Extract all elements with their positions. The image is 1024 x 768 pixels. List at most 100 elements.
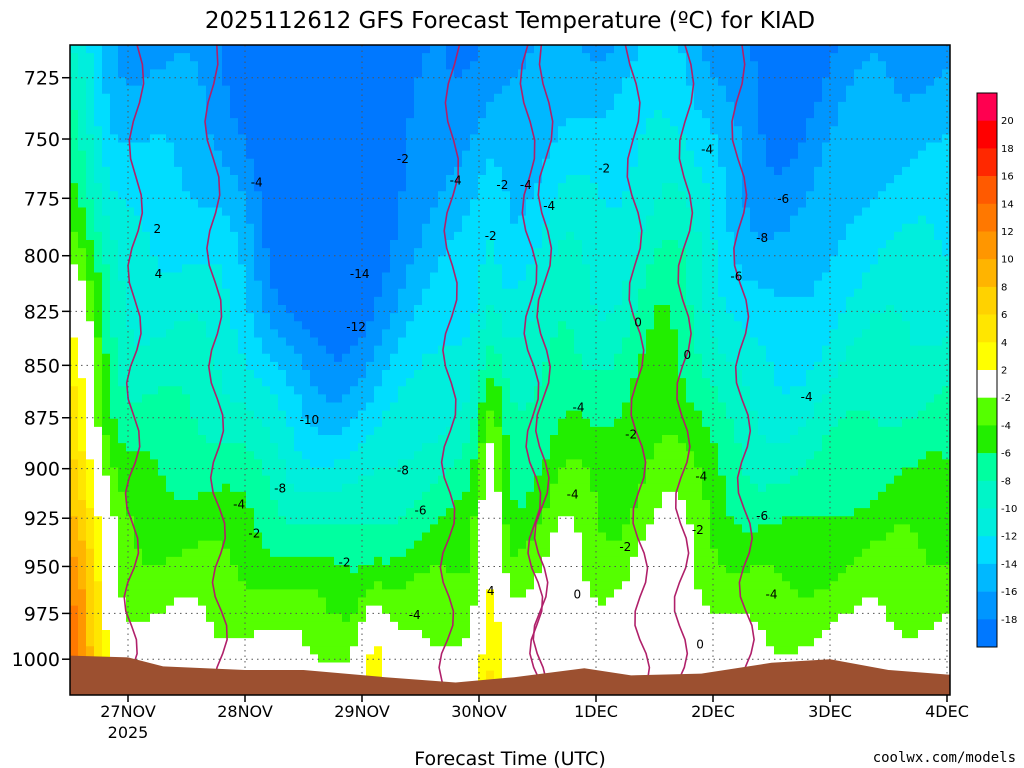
temperature-cell (246, 605, 255, 615)
temperature-cell (518, 475, 527, 485)
temperature-cell (534, 101, 543, 111)
temperature-cell (430, 126, 439, 135)
temperature-cell (302, 605, 311, 615)
temperature-cell (550, 118, 559, 127)
temperature-cell (222, 191, 231, 200)
temperature-cell (502, 61, 511, 70)
temperature-cell (502, 53, 511, 62)
temperature-cell (350, 110, 359, 119)
temperature-cell (190, 118, 199, 127)
temperature-cell (110, 394, 119, 404)
temperature-cell (102, 45, 111, 54)
temperature-cell (310, 540, 319, 550)
temperature-cell (94, 329, 103, 339)
temperature-cell (414, 264, 423, 274)
temperature-cell (238, 313, 247, 322)
temperature-cell (126, 321, 135, 330)
temperature-cell (230, 166, 239, 176)
temperature-cell (94, 467, 103, 477)
temperature-cell (486, 654, 495, 664)
temperature-cell (270, 361, 279, 371)
temperature-cell (86, 532, 95, 542)
temperature-cell (286, 215, 295, 225)
temperature-cell (446, 272, 455, 282)
temperature-cell (262, 101, 271, 111)
temperature-cell (302, 662, 311, 672)
temperature-cell (358, 329, 367, 339)
temperature-cell (398, 183, 407, 192)
temperature-cell (134, 85, 143, 95)
temperature-cell (134, 386, 143, 395)
temperature-cell (374, 93, 383, 103)
temperature-cell (126, 475, 135, 485)
temperature-cell (182, 126, 191, 135)
temperature-cell (166, 410, 175, 420)
temperature-cell (422, 459, 431, 469)
temperature-cell (118, 491, 127, 501)
temperature-cell (478, 183, 487, 192)
temperature-cell (318, 378, 327, 387)
temperature-cell (358, 296, 367, 306)
temperature-cell (406, 345, 415, 355)
temperature-cell (126, 199, 135, 209)
temperature-cell (278, 654, 287, 664)
temperature-cell (94, 118, 103, 127)
temperature-cell (86, 264, 95, 274)
temperature-cell (214, 207, 223, 217)
temperature-cell (102, 134, 111, 144)
temperature-cell (262, 296, 271, 306)
temperature-cell (286, 630, 295, 639)
temperature-cell (70, 540, 79, 550)
temperature-cell (350, 240, 359, 249)
temperature-cell (278, 524, 287, 534)
temperature-cell (518, 394, 527, 404)
temperature-cell (326, 524, 335, 534)
temperature-cell (222, 451, 231, 460)
temperature-cell (486, 248, 495, 257)
temperature-cell (462, 53, 471, 62)
temperature-cell (438, 118, 447, 127)
temperature-cell (494, 508, 503, 517)
temperature-cell (406, 524, 415, 534)
temperature-cell (486, 646, 495, 655)
temperature-cell (470, 248, 479, 257)
temperature-cell (174, 410, 183, 420)
temperature-cell (126, 345, 135, 355)
temperature-cell (526, 231, 535, 241)
temperature-cell (374, 264, 383, 274)
temperature-cell (214, 426, 223, 436)
temperature-cell (350, 435, 359, 444)
temperature-cell (190, 361, 199, 371)
temperature-cell (318, 85, 327, 95)
temperature-cell (326, 77, 335, 87)
temperature-cell (422, 345, 431, 355)
temperature-cell (502, 638, 511, 647)
temperature-cell (438, 500, 447, 509)
temperature-cell (382, 321, 391, 330)
temperature-cell (182, 540, 191, 550)
temperature-cell (246, 394, 255, 404)
temperature-cell (470, 370, 479, 379)
temperature-cell (86, 207, 95, 217)
temperature-cell (230, 630, 239, 639)
temperature-cell (158, 581, 167, 590)
temperature-cell (390, 158, 399, 168)
temperature-cell (278, 630, 287, 639)
temperature-cell (438, 621, 447, 631)
temperature-cell (206, 61, 215, 70)
temperature-cell (214, 53, 223, 62)
temperature-cell (182, 467, 191, 477)
temperature-cell (222, 353, 231, 363)
temperature-cell (94, 613, 103, 623)
temperature-cell (174, 305, 183, 314)
temperature-cell (342, 556, 351, 566)
temperature-cell (238, 345, 247, 355)
temperature-cell (414, 646, 423, 655)
temperature-cell (318, 394, 327, 404)
temperature-cell (166, 329, 175, 339)
temperature-cell (310, 483, 319, 493)
temperature-cell (414, 589, 423, 599)
temperature-cell (78, 45, 87, 54)
temperature-cell (214, 646, 223, 655)
temperature-cell (350, 45, 359, 54)
